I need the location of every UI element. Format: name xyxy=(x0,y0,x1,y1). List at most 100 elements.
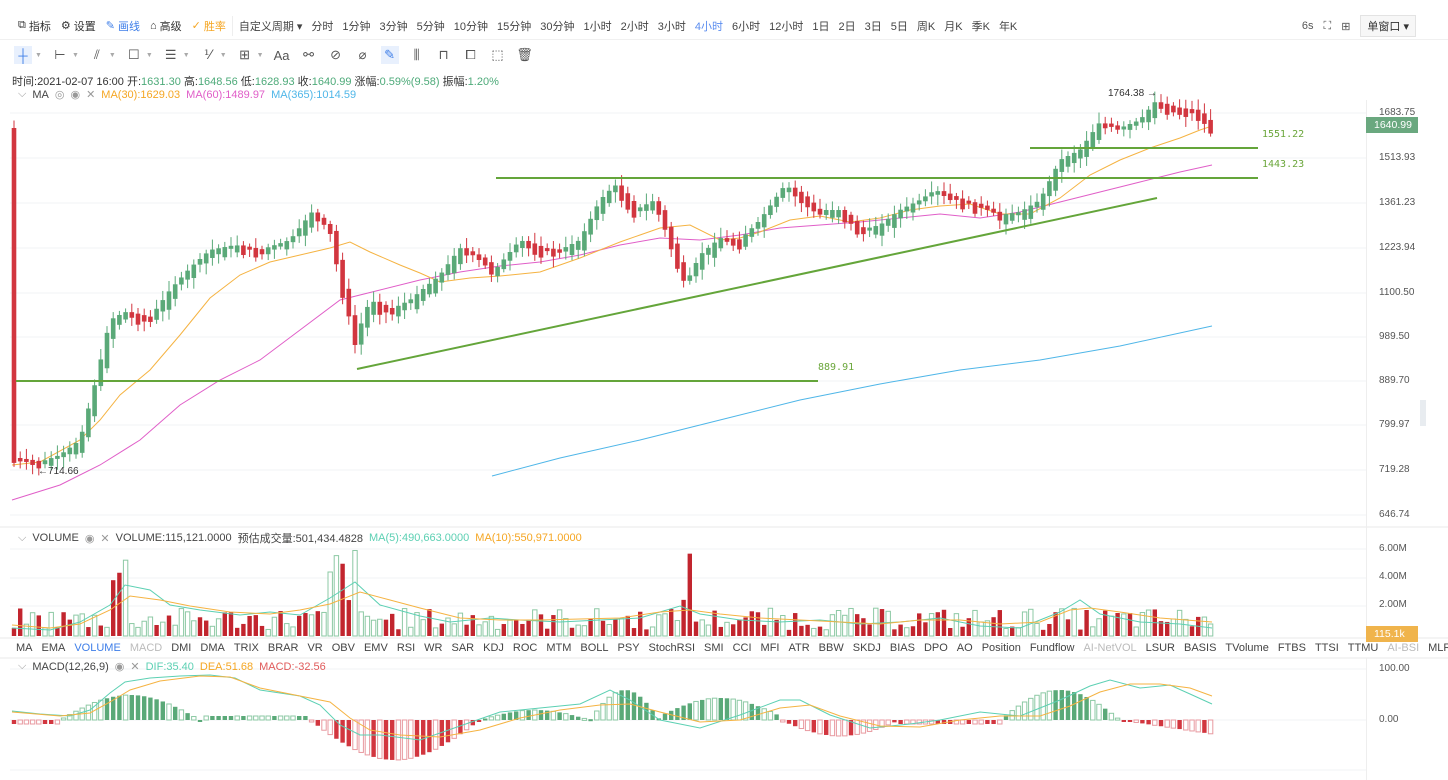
custom-period-dropdown[interactable]: 自定义周期 ▾ xyxy=(238,20,303,33)
measure-box-icon[interactable]: ⊞ xyxy=(239,47,251,62)
trash-icon[interactable]: 🗑 xyxy=(516,47,533,62)
candle-icon[interactable]: ⫼ xyxy=(413,47,420,62)
period-tab[interactable]: 周K xyxy=(916,20,936,33)
period-tab[interactable]: 30分钟 xyxy=(540,20,575,33)
chevron-down-icon[interactable]: ▼ xyxy=(256,51,264,59)
link-icon[interactable]: ⊘ xyxy=(330,47,342,62)
rectangle-icon[interactable]: ☐ xyxy=(127,47,140,62)
indicator-tab[interactable]: DMI xyxy=(171,642,192,654)
collapse-icon[interactable]: ⌵ xyxy=(18,88,27,100)
chevron-down-icon[interactable]: ▼ xyxy=(182,51,190,59)
chevron-down-icon[interactable]: ▼ xyxy=(145,51,153,59)
indicator-tab[interactable]: FTBS xyxy=(1277,642,1306,654)
indicator-tab[interactable]: VR xyxy=(307,642,323,654)
fraction-icon[interactable]: ⅟ xyxy=(203,47,212,62)
period-tab[interactable]: 5分钟 xyxy=(416,20,445,33)
indicator-tab[interactable]: StochRSI xyxy=(648,642,696,654)
period-tab[interactable]: 10分钟 xyxy=(453,20,489,33)
period-tab[interactable]: 年K xyxy=(998,20,1018,33)
window-mode-select[interactable]: 单窗口 ▾ xyxy=(1360,15,1416,37)
period-tab-active[interactable]: 4小时 xyxy=(694,20,724,33)
period-tab[interactable]: 3分钟 xyxy=(379,20,408,33)
indicator-tab[interactable]: MACD xyxy=(129,642,163,654)
fullscreen-icon[interactable]: ⛶ xyxy=(1323,19,1332,32)
indicator-tab[interactable]: TTMU xyxy=(1347,642,1379,654)
indicator-tab[interactable]: AI-BSI xyxy=(1387,642,1420,654)
indicator-tab[interactable]: PSY xyxy=(617,642,640,654)
indicator-tab[interactable]: Position xyxy=(981,642,1021,654)
indicator-button[interactable]: ⧉ 指标 xyxy=(18,19,51,33)
refresh-interval[interactable]: 6s xyxy=(1301,20,1314,32)
crosshair-icon[interactable]: ┼ xyxy=(14,46,32,64)
lock-icon[interactable]: ⊓ xyxy=(438,47,449,62)
panel-resize-handle[interactable] xyxy=(1420,400,1426,426)
indicator-tab[interactable]: BIAS xyxy=(889,642,915,654)
chevron-down-icon[interactable]: ▼ xyxy=(219,51,227,59)
parallel-lines-icon[interactable]: ⫽ xyxy=(93,47,100,62)
period-tab[interactable]: 5日 xyxy=(890,20,908,33)
close-icon[interactable]: ✕ xyxy=(100,532,110,545)
indicator-tab[interactable]: BRAR xyxy=(267,642,299,654)
indicator-tab[interactable]: RSI xyxy=(396,642,416,654)
indicator-tab[interactable]: CCI xyxy=(732,642,752,654)
indicator-tab[interactable]: MA xyxy=(16,642,33,654)
collapse-icon[interactable]: ⌵ xyxy=(18,660,27,672)
screenshot-icon[interactable]: ⬚ xyxy=(491,47,504,62)
indicator-tab[interactable]: AO xyxy=(956,642,973,654)
indicator-tab[interactable]: BOLL xyxy=(580,642,609,654)
indicator-tab[interactable]: VOLUME xyxy=(74,642,121,654)
indicator-tab[interactable]: SAR xyxy=(451,642,475,654)
period-tab[interactable]: 12小时 xyxy=(769,20,804,33)
indicator-tab[interactable]: ROC xyxy=(512,642,538,654)
close-icon[interactable]: ✕ xyxy=(86,89,96,101)
macd-axis[interactable]: 100.00 0.00 xyxy=(1366,658,1418,780)
close-icon[interactable]: ✕ xyxy=(130,661,140,673)
settings-icon[interactable]: ◉ xyxy=(114,661,125,673)
indicator-tab[interactable]: DPO xyxy=(923,642,948,654)
period-tab[interactable]: 2小时 xyxy=(620,20,649,33)
period-tab[interactable]: 3小时 xyxy=(657,20,686,33)
text-icon[interactable]: Aa xyxy=(273,47,290,63)
volume-axis[interactable]: 6.00M 4.00M 2.00M xyxy=(1366,527,1418,638)
add-window-icon[interactable]: ⊞ xyxy=(1341,20,1351,33)
chevron-down-icon[interactable]: ▼ xyxy=(108,51,116,59)
indicator-tab[interactable]: TTSI xyxy=(1314,642,1339,654)
settings-icon[interactable]: ◉ xyxy=(84,532,95,545)
period-tab[interactable]: 1日 xyxy=(812,20,830,33)
period-tab[interactable]: 月K xyxy=(944,20,963,33)
indicator-tab[interactable]: KDJ xyxy=(483,642,504,654)
collapse-icon[interactable]: ⌵ xyxy=(18,531,27,544)
indicator-tab[interactable]: WR xyxy=(424,642,443,654)
ruler-icon[interactable]: ⌀ xyxy=(358,47,367,62)
period-tab[interactable]: 1分钟 xyxy=(342,20,371,33)
indicator-tab[interactable]: EMA xyxy=(41,642,66,654)
magnet-icon[interactable]: ⚯ xyxy=(303,47,315,62)
eye-icon[interactable]: ◎ xyxy=(54,89,65,101)
winrate-button[interactable]: ✓ 胜率 xyxy=(191,20,226,33)
horizontal-segment-icon[interactable]: ⊢ xyxy=(54,47,66,62)
indicator-tab[interactable]: SKDJ xyxy=(852,642,881,654)
period-tab[interactable]: 15分钟 xyxy=(497,20,532,33)
chevron-down-icon[interactable]: ▼ xyxy=(71,51,79,59)
indicator-tab[interactable]: LSUR xyxy=(1145,642,1175,654)
chevron-down-icon[interactable]: ▼ xyxy=(35,51,42,59)
indicator-tab[interactable]: MTM xyxy=(546,642,572,654)
period-tab[interactable]: 2日 xyxy=(838,20,856,33)
indicator-tab[interactable]: BASIS xyxy=(1184,642,1217,654)
period-tab[interactable]: 1小时 xyxy=(583,20,612,33)
period-tab[interactable]: 分时 xyxy=(311,20,334,33)
indicator-tab[interactable]: MLR xyxy=(1428,642,1448,654)
indicator-tab[interactable]: ATR xyxy=(788,642,810,654)
freehand-icon[interactable]: ✎ xyxy=(380,46,399,64)
indicator-tab[interactable]: AI-NetVOL xyxy=(1083,642,1137,654)
draw-button[interactable]: ✎ 画线 xyxy=(105,20,140,33)
indicator-tab[interactable]: EMV xyxy=(363,642,388,654)
settings-icon[interactable]: ◉ xyxy=(70,89,81,101)
fibonacci-icon[interactable]: ☰ xyxy=(164,47,177,62)
period-tab[interactable]: 6小时 xyxy=(732,20,761,33)
indicator-tab[interactable]: SMI xyxy=(704,642,724,654)
settings-button[interactable]: ⚙ 设置 xyxy=(60,20,96,33)
indicator-tab[interactable]: OBV xyxy=(331,642,355,654)
price-axis[interactable]: 1683.75 1513.93 1361.23 1223.94 1100.50 … xyxy=(1366,100,1418,527)
